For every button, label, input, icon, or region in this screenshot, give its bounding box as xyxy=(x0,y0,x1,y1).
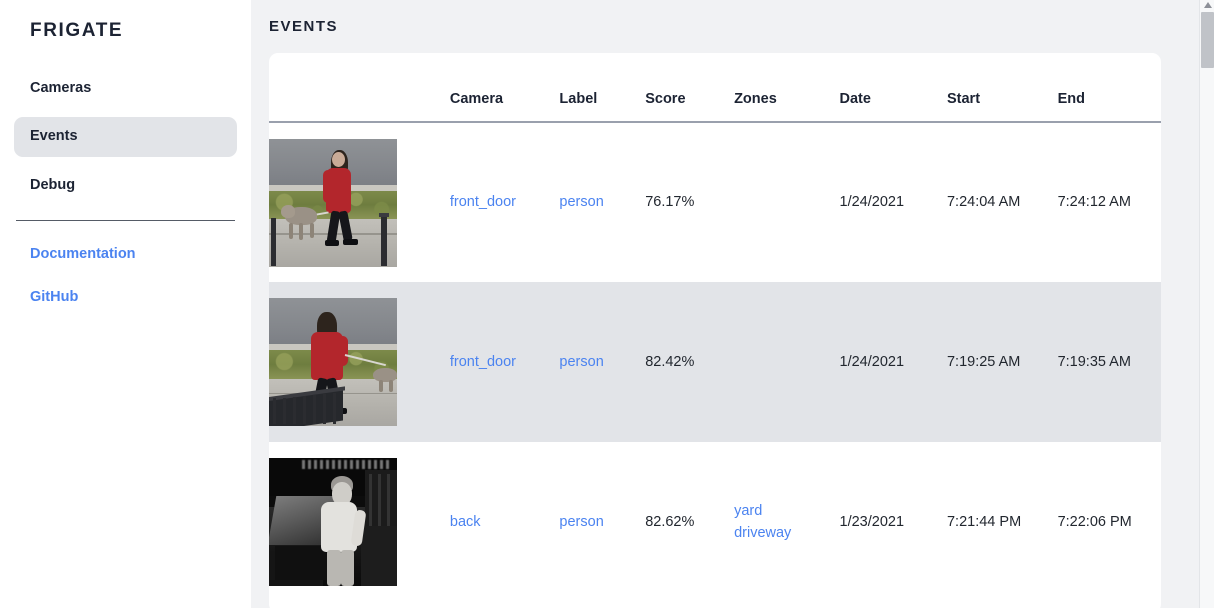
event-zones-cell: yard driveway xyxy=(734,442,839,602)
sidebar-link-github[interactable]: GitHub xyxy=(30,289,79,306)
event-label-cell: person xyxy=(559,442,645,602)
event-camera-link[interactable]: front_door xyxy=(449,194,516,211)
sidebar: FRIGATE Cameras Events Debug Documentati… xyxy=(0,0,251,608)
event-zones-cell xyxy=(734,122,839,282)
event-zone-link[interactable]: yard xyxy=(734,502,763,519)
table-row[interactable]: front_door person 82.42% 1/24/2021 7:19:… xyxy=(269,282,1161,442)
table-row[interactable]: back person 82.62% yard driveway 1/23/20… xyxy=(269,442,1161,602)
column-header-camera: Camera xyxy=(449,53,560,123)
column-header-zones: Zones xyxy=(734,53,840,123)
event-camera-link[interactable]: back xyxy=(449,513,481,530)
event-thumbnail-cell xyxy=(269,122,450,282)
event-thumbnail-image[interactable] xyxy=(269,298,397,426)
event-start-cell: 7:24:04 AM xyxy=(946,194,1021,211)
page-scrollbar[interactable] xyxy=(1199,0,1214,608)
event-label-link[interactable]: person xyxy=(559,513,604,530)
event-zones-cell xyxy=(734,282,839,442)
page-title: EVENTS xyxy=(269,18,339,35)
sidebar-link-documentation[interactable]: Documentation xyxy=(30,246,136,263)
event-label-link[interactable]: person xyxy=(559,194,604,211)
event-score-cell: 82.62% xyxy=(645,513,695,530)
column-header-score: Score xyxy=(645,53,735,123)
camera-timestamp-overlay xyxy=(302,460,392,469)
event-label-link[interactable]: person xyxy=(559,353,604,370)
scrollbar-thumb[interactable] xyxy=(1201,12,1214,68)
event-date-cell: 1/24/2021 xyxy=(839,194,905,211)
main-content: EVENTS Camera Label Score Zones Date Sta… xyxy=(251,0,1214,608)
column-header-end: End xyxy=(1057,53,1161,123)
event-thumbnail-cell xyxy=(269,282,450,442)
scroll-up-arrow-icon[interactable] xyxy=(1204,2,1212,8)
event-end-cell: 7:24:12 AM xyxy=(1057,194,1131,211)
events-card: Camera Label Score Zones Date Start End xyxy=(269,53,1161,608)
events-table: Camera Label Score Zones Date Start End xyxy=(269,53,1161,602)
sidebar-item-debug[interactable]: Debug xyxy=(30,176,76,193)
table-row[interactable]: front_door person 76.17% 1/24/2021 7:24:… xyxy=(269,122,1161,282)
event-thumbnail-cell xyxy=(269,442,450,602)
events-table-body: front_door person 76.17% 1/24/2021 7:24:… xyxy=(269,122,1161,602)
events-table-head: Camera Label Score Zones Date Start End xyxy=(269,53,1161,123)
sidebar-item-events[interactable]: Events xyxy=(14,117,237,157)
sidebar-divider xyxy=(16,220,235,222)
event-camera-cell: front_door xyxy=(450,122,560,282)
event-zone-link[interactable]: driveway xyxy=(734,525,792,541)
event-date-cell: 1/24/2021 xyxy=(839,353,905,370)
event-camera-link[interactable]: front_door xyxy=(449,353,516,370)
column-header-start: Start xyxy=(946,53,1058,123)
event-start-cell: 7:19:25 AM xyxy=(946,353,1021,370)
event-score-cell: 76.17% xyxy=(645,194,695,211)
event-camera-cell: front_door xyxy=(450,282,560,442)
event-thumbnail-image[interactable] xyxy=(269,138,397,267)
event-label-cell: person xyxy=(559,282,645,442)
column-header-label: Label xyxy=(559,53,646,123)
event-start-cell: 7:21:44 PM xyxy=(946,513,1022,530)
event-end-cell: 7:19:35 AM xyxy=(1057,353,1131,370)
column-header-date: Date xyxy=(839,53,947,123)
brand-title: FRIGATE xyxy=(30,20,124,41)
event-camera-cell: back xyxy=(450,442,560,602)
event-thumbnail-image[interactable] xyxy=(269,458,397,586)
event-end-cell: 7:22:06 PM xyxy=(1057,513,1132,530)
sidebar-item-cameras[interactable]: Cameras xyxy=(30,79,92,96)
event-label-cell: person xyxy=(559,122,645,282)
event-date-cell: 1/23/2021 xyxy=(839,513,905,530)
column-header-thumbnail xyxy=(269,53,450,123)
table-header-row: Camera Label Score Zones Date Start End xyxy=(269,53,1161,123)
event-score-cell: 82.42% xyxy=(645,353,695,370)
